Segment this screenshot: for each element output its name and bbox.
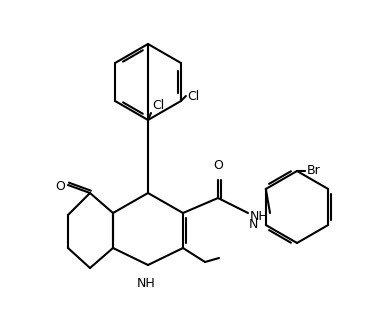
Text: N: N — [248, 219, 258, 232]
Text: Cl: Cl — [152, 99, 164, 112]
Text: O: O — [213, 159, 223, 172]
Text: O: O — [55, 179, 65, 193]
Text: Cl: Cl — [187, 90, 199, 103]
Text: NH: NH — [250, 210, 269, 224]
Text: NH: NH — [137, 277, 155, 290]
Text: Br: Br — [307, 165, 321, 178]
